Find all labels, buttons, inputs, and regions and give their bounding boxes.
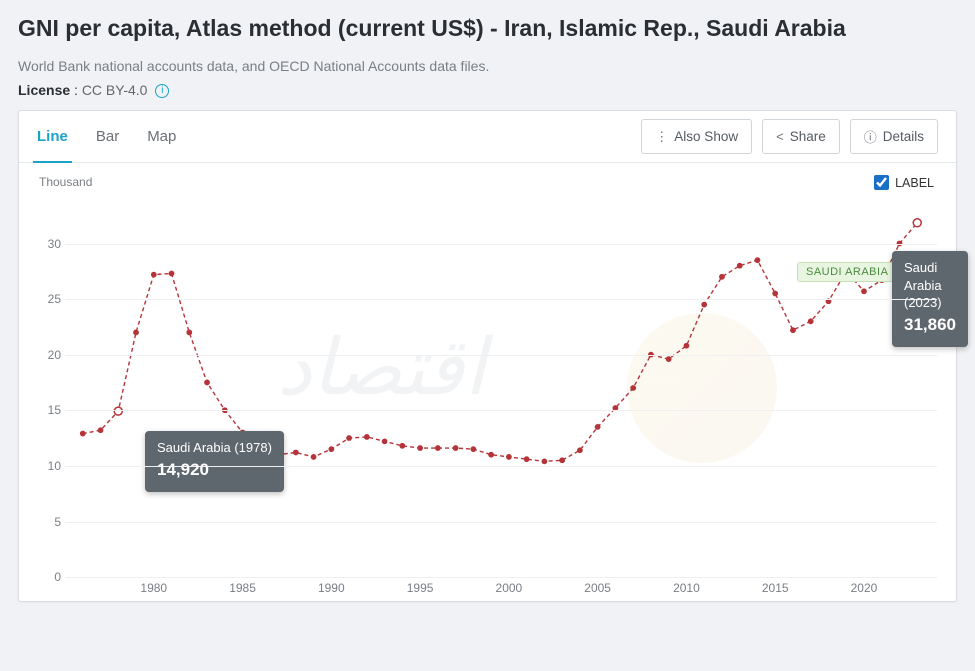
data-point[interactable] <box>808 319 813 324</box>
series-tag: SAUDI ARABIA <box>797 262 897 282</box>
data-point[interactable] <box>737 263 742 268</box>
gridline <box>65 522 937 523</box>
data-point[interactable] <box>98 428 103 433</box>
data-point[interactable] <box>702 302 707 307</box>
data-point[interactable] <box>329 447 334 452</box>
gridline <box>65 466 937 467</box>
gridline <box>65 299 937 300</box>
details-button[interactable]: ⓘ Details <box>850 119 938 154</box>
line-chart-svg <box>37 193 941 593</box>
tab-line[interactable]: Line <box>37 111 68 162</box>
page-title: GNI per capita, Atlas method (current US… <box>18 14 957 44</box>
gridline <box>65 244 937 245</box>
data-point[interactable] <box>524 457 529 462</box>
data-point[interactable] <box>347 436 352 441</box>
y-tick-label: 10 <box>37 459 61 473</box>
data-point[interactable] <box>595 425 600 430</box>
details-icon: ⓘ <box>864 127 877 146</box>
y-axis-unit: Thousand <box>39 175 938 189</box>
y-tick-label: 30 <box>37 237 61 251</box>
data-point[interactable] <box>435 446 440 451</box>
data-point[interactable] <box>631 386 636 391</box>
chart-type-tabs: Line Bar Map <box>37 111 176 162</box>
data-point[interactable] <box>364 435 369 440</box>
tooltip-value: 14,920 <box>157 459 272 482</box>
data-point[interactable] <box>666 357 671 362</box>
license-row: License : CC BY-4.0 i <box>18 82 957 98</box>
data-point[interactable] <box>169 271 174 276</box>
data-point[interactable] <box>773 291 778 296</box>
data-point[interactable] <box>755 258 760 263</box>
label-checkbox[interactable] <box>874 175 889 190</box>
data-point[interactable] <box>542 459 547 464</box>
share-icon: < <box>776 129 784 144</box>
x-tick-label: 2000 <box>496 581 523 595</box>
tab-map[interactable]: Map <box>147 111 176 162</box>
data-point[interactable] <box>862 289 867 294</box>
gridline <box>65 410 937 411</box>
legend-control[interactable]: LABEL <box>874 175 934 190</box>
also-show-label: Also Show <box>674 129 738 144</box>
toolbar-actions: ⋮ Also Show < Share ⓘ Details <box>641 119 938 154</box>
license-colon: : <box>74 82 82 98</box>
data-point[interactable] <box>471 447 476 452</box>
data-point[interactable] <box>720 275 725 280</box>
data-point[interactable] <box>134 330 139 335</box>
data-point[interactable] <box>293 450 298 455</box>
tooltip-value: 31,860 <box>904 314 956 337</box>
data-source: World Bank national accounts data, and O… <box>18 58 957 74</box>
data-point[interactable] <box>400 444 405 449</box>
data-point[interactable] <box>151 272 156 277</box>
share-label: Share <box>790 129 826 144</box>
data-point[interactable] <box>791 328 796 333</box>
y-tick-label: 0 <box>37 570 61 584</box>
y-tick-label: 15 <box>37 403 61 417</box>
y-tick-label: 25 <box>37 292 61 306</box>
data-point[interactable] <box>187 330 192 335</box>
gridline <box>65 355 937 356</box>
x-tick-label: 1990 <box>318 581 345 595</box>
data-point[interactable] <box>506 455 511 460</box>
data-point[interactable] <box>311 455 316 460</box>
card-toolbar: Line Bar Map ⋮ Also Show < Share ⓘ Detai… <box>19 111 956 163</box>
data-point[interactable] <box>560 458 565 463</box>
x-tick-label: 1985 <box>229 581 256 595</box>
data-point[interactable] <box>418 446 423 451</box>
series-line-saudi-arabia <box>83 223 917 462</box>
tooltip-label: Saudi Arabia (1978) <box>157 439 272 457</box>
x-tick-label: 1980 <box>140 581 167 595</box>
x-tick-label: 2010 <box>673 581 700 595</box>
tab-bar[interactable]: Bar <box>96 111 119 162</box>
license-value: CC BY-4.0 <box>82 82 148 98</box>
data-point[interactable] <box>489 452 494 457</box>
x-tick-label: 2005 <box>584 581 611 595</box>
data-point[interactable] <box>577 448 582 453</box>
gridline <box>65 577 937 578</box>
chart-area: Thousand LABEL اقتصاد SAUDI ARABIA Saudi… <box>19 163 956 601</box>
y-tick-label: 5 <box>37 515 61 529</box>
data-point[interactable] <box>382 439 387 444</box>
y-tick-label: 20 <box>37 348 61 362</box>
license-label: License <box>18 82 70 98</box>
data-point[interactable] <box>80 431 85 436</box>
x-tick-label: 2020 <box>851 581 878 595</box>
also-show-button[interactable]: ⋮ Also Show <box>641 119 752 154</box>
chart-card: Line Bar Map ⋮ Also Show < Share ⓘ Detai… <box>18 110 957 602</box>
tooltip-1978: Saudi Arabia (1978) 14,920 <box>145 431 284 491</box>
share-button[interactable]: < Share <box>762 119 840 154</box>
label-checkbox-text: LABEL <box>895 176 934 190</box>
data-point[interactable] <box>913 219 921 227</box>
data-point[interactable] <box>205 380 210 385</box>
info-icon[interactable]: i <box>155 84 169 98</box>
x-tick-label: 1995 <box>407 581 434 595</box>
details-label: Details <box>883 129 924 144</box>
more-vert-icon: ⋮ <box>655 129 668 145</box>
x-tick-label: 2015 <box>762 581 789 595</box>
data-point[interactable] <box>453 446 458 451</box>
tooltip-label: Saudi Arabia (2023) <box>904 259 956 312</box>
data-point[interactable] <box>684 344 689 349</box>
plot-region: اقتصاد SAUDI ARABIA Saudi Arabia (1978) … <box>37 193 941 593</box>
